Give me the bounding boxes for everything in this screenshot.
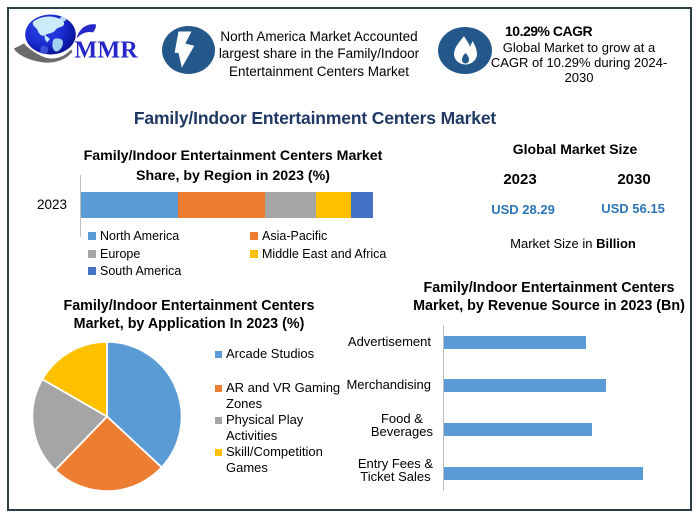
svg-text:MMR: MMR	[75, 38, 139, 64]
